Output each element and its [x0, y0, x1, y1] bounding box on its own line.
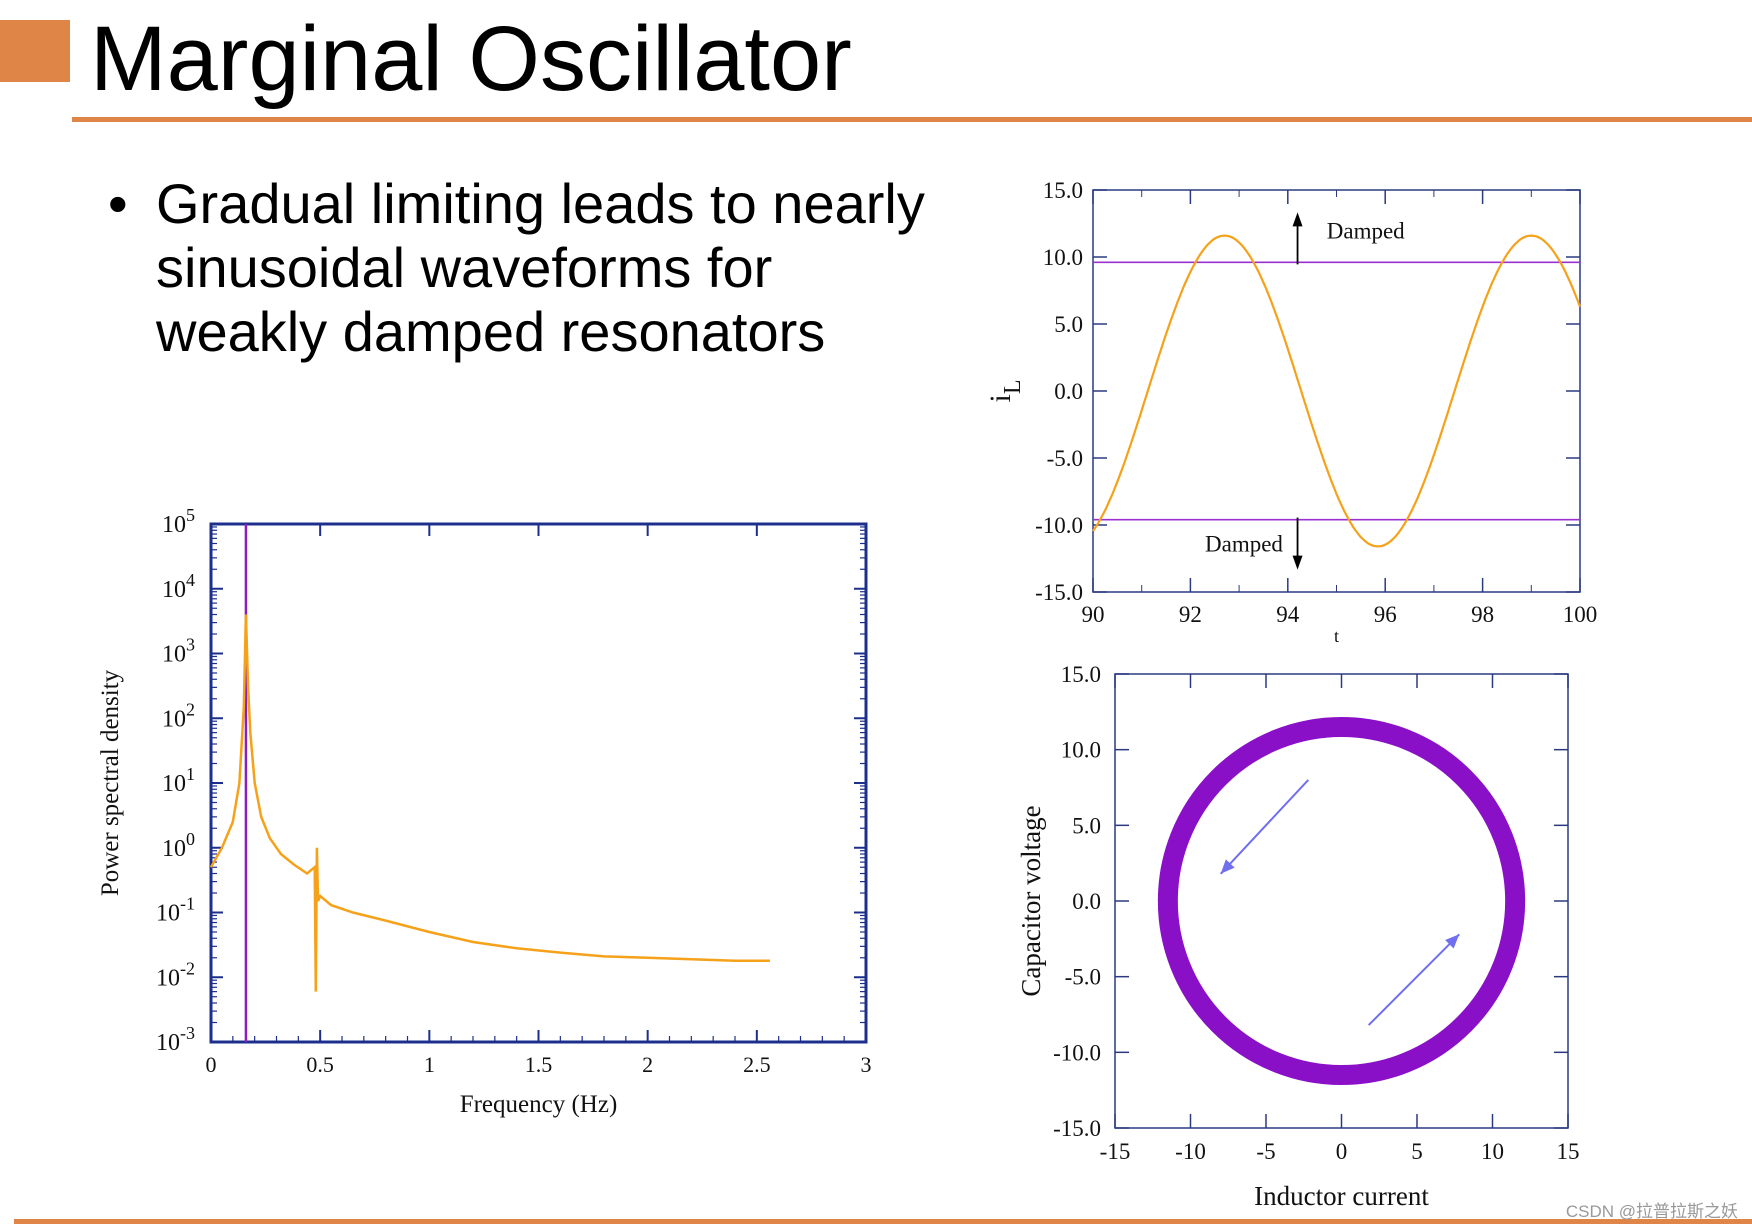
phase-xtick-label: 0	[1336, 1139, 1348, 1164]
psd-ytick-label: 10-3	[156, 1023, 195, 1056]
watermark: CSDN @拉普拉斯之妖	[1565, 1202, 1738, 1221]
phase-xtick-label: -5	[1256, 1139, 1275, 1164]
il-xtick-label: 100	[1563, 602, 1598, 627]
il-arrow-down-head	[1292, 555, 1303, 570]
psd-ytick-label: 104	[162, 570, 195, 603]
phase-ytick-label: 15.0	[1061, 662, 1101, 687]
il-ytick-label: 5.0	[1054, 312, 1083, 337]
phase-arrow-head	[1445, 934, 1460, 949]
phase-ytick-label: 0.0	[1072, 889, 1101, 914]
psd-ytick-label: 105	[162, 505, 195, 538]
phase-ytick-label: -15.0	[1053, 1116, 1101, 1141]
il-arrow-up-head	[1292, 212, 1303, 227]
il-annotation-bottom: Damped	[1205, 532, 1283, 557]
phase-direction-arrow	[1219, 779, 1310, 875]
il-ytick-label: -10.0	[1035, 513, 1083, 538]
phase-direction-arrow	[1367, 933, 1460, 1026]
psd-ytick-label: 102	[162, 699, 195, 732]
psd-xtick-label: 3	[861, 1052, 872, 1077]
il-series-line	[1092, 234, 1582, 548]
il-ytick-label: 10.0	[1043, 245, 1083, 270]
psd-xtick-label: 2	[642, 1052, 653, 1077]
psd-series-line	[209, 614, 770, 992]
phase-xtick-label: -15	[1100, 1139, 1131, 1164]
phase-ytick-label: 10.0	[1061, 738, 1101, 763]
slide-title: Marginal Oscillator	[90, 8, 852, 110]
il-xtick-label: 90	[1082, 602, 1105, 627]
phase-arrow-head	[1220, 859, 1235, 874]
psd-xtick-label: 0	[206, 1052, 217, 1077]
il-ytick-label: -5.0	[1047, 446, 1083, 471]
il-xlabel: t	[1334, 626, 1339, 646]
psd-ylabel: Power spectral density	[97, 669, 124, 896]
psd-xtick-label: 0.5	[306, 1052, 334, 1077]
psd-xtick-label: 1	[424, 1052, 435, 1077]
bullet-text: Gradual limiting leads to nearly sinusoi…	[156, 172, 925, 363]
il-ytick-label: 15.0	[1043, 178, 1083, 203]
il-annotation-top: Damped	[1327, 218, 1405, 243]
footer-rule	[14, 1219, 1752, 1224]
psd-ytick-label: 10-1	[156, 894, 195, 927]
phase-xtick-label: -10	[1175, 1139, 1206, 1164]
phase-xtick-label: 5	[1411, 1139, 1423, 1164]
psd-ytick-label: 103	[162, 635, 195, 668]
phase-xtick-label: 10	[1481, 1139, 1504, 1164]
psd-ytick-label: 101	[162, 764, 195, 797]
il-xtick-label: 92	[1179, 602, 1202, 627]
psd-ytick-label: 10-2	[156, 958, 195, 991]
psd-xtick-label: 1.5	[525, 1052, 553, 1077]
psd-xtick-label: 2.5	[743, 1052, 771, 1077]
il-ytick-label: -15.0	[1035, 580, 1083, 605]
phase-ytick-label: 5.0	[1072, 813, 1101, 838]
il-frame	[1092, 189, 1581, 593]
phase-xtick-label: 15	[1557, 1139, 1580, 1164]
il-xtick-label: 96	[1374, 602, 1397, 627]
phase-orbit	[1157, 716, 1526, 1086]
psd-xlabel: Frequency (Hz)	[460, 1091, 618, 1118]
phase-xlabel: Inductor current	[1254, 1181, 1429, 1211]
il-ylabel: iL	[984, 379, 1026, 402]
phase-ytick-label: -10.0	[1053, 1040, 1101, 1065]
phase-frame	[1114, 673, 1569, 1129]
phase-ytick-label: -5.0	[1065, 965, 1101, 990]
phase-ylabel: Capacitor voltage	[1016, 805, 1046, 996]
title-underline	[72, 117, 1752, 122]
bullet-dot-icon: •	[108, 172, 128, 235]
il-xtick-label: 94	[1276, 602, 1300, 627]
psd-frame	[209, 522, 868, 1044]
title-accent-square	[0, 20, 70, 82]
il-xtick-label: 98	[1471, 602, 1494, 627]
psd-ytick-label: 100	[162, 829, 195, 862]
il-ytick-label: 0.0	[1054, 379, 1083, 404]
